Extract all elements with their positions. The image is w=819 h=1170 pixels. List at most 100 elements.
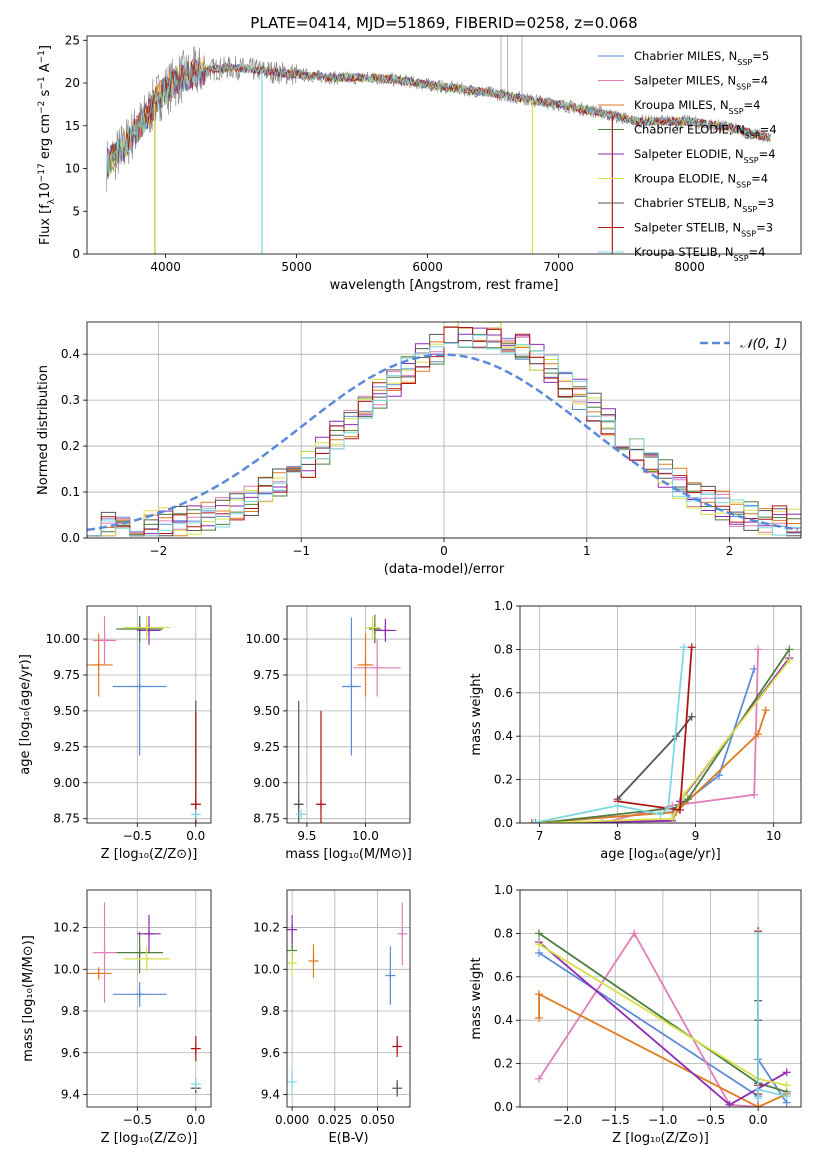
y-tick-label: 0	[72, 247, 80, 261]
y-tick-label: 15	[65, 119, 80, 133]
y-tick-label: 9.6	[261, 1046, 280, 1060]
plot-area	[106, 36, 771, 254]
x-axis-label: wavelength [Angstrom, rest frame]	[330, 278, 559, 293]
y-tick-label: 10.2	[53, 921, 80, 935]
x-tick-label: −1	[292, 544, 310, 558]
y-axis-label: mass weight	[469, 673, 484, 755]
y-axis-label-part: s	[38, 89, 53, 100]
legend-label-CE: Chabrier ELODIE, NSSP=4	[634, 123, 777, 141]
legend-label-SS: Salpeter STELIB, NSSP=3	[634, 221, 773, 239]
x-axis-label: (data-model)/error	[384, 562, 505, 577]
y-tick-label: 25	[65, 33, 80, 47]
axes-frame	[86, 321, 802, 539]
y-axis-label: Normed distribution	[36, 365, 51, 495]
y-tick-label: 10.0	[253, 962, 280, 976]
axes-frame	[286, 605, 411, 824]
spectrum-panel: 4000 5000 6000 7000 8000 0 5 10 15 20 25 wavelength…	[37, 33, 802, 293]
y-tick-label: 0.3	[61, 393, 80, 407]
y-tick-label: 10.2	[253, 921, 280, 935]
weight-line-CS	[616, 716, 693, 800]
y-axis-label: mass [log₁₀(M/M⊙)]	[21, 935, 36, 1062]
y-tick-label: 0.6	[494, 970, 513, 984]
y-tick-label: 0.4	[494, 1013, 513, 1027]
x-tick-label: 1	[583, 544, 591, 558]
age-vs-mass-panel: 9.5 10.0 8.75 9.00 9.25 9.50 9.75 10.00 mass [lo…	[246, 605, 412, 862]
y-tick-label: 1.0	[494, 883, 513, 897]
weight-line-KM	[538, 992, 788, 1107]
axes-frame	[519, 605, 802, 824]
x-axis-label: age [log₁₀(age/yr)]	[600, 847, 721, 862]
x-tick-label: −1.5	[601, 1113, 630, 1127]
y-axis-label-part: ]	[38, 45, 53, 50]
x-tick-label: 0	[440, 544, 448, 558]
plot-area	[87, 616, 201, 823]
y-axis-label-part: −17	[37, 163, 47, 182]
legend-label-SE: Salpeter ELODIE, NSSP=4	[634, 147, 776, 165]
plot-area	[287, 902, 408, 1097]
plot-area	[527, 643, 794, 823]
y-tick-label: 9.25	[253, 740, 280, 754]
plot-area	[87, 902, 201, 1094]
x-tick-label: 8000	[674, 260, 705, 274]
weight-line-KS	[757, 933, 787, 1099]
y-tick-label: 0.8	[494, 926, 513, 940]
x-tick-label: 0.0	[186, 829, 205, 843]
weight-vs-Z-panel: −2.0 −1.5 −1.0 −0.5 0.0 0.0 0.2 0.4 0.6 0.8 1.0 Z […	[469, 883, 802, 1146]
y-tick-label: 0.4	[494, 729, 513, 743]
plot-area	[293, 614, 401, 823]
x-axis-label: Z [log₁₀(Z/Z⊙)]	[612, 1131, 709, 1146]
x-tick-label: 0.000	[275, 1113, 309, 1127]
x-tick-label: 0.025	[318, 1113, 352, 1127]
legend-label-KE: Kroupa ELODIE, NSSP=4	[634, 172, 768, 190]
mass-vs-ebv-panel: 0.000 0.025 0.050 9.4 9.6 9.8 10.0 10.2 E(B-V)	[253, 889, 411, 1146]
y-tick-label: 10	[65, 162, 80, 176]
x-tick-label: −0.5	[123, 829, 152, 843]
y-tick-label: 9.00	[253, 776, 280, 790]
x-tick-label: 4000	[150, 260, 181, 274]
x-tick-label: 5000	[281, 260, 312, 274]
y-tick-label: 9.6	[61, 1046, 80, 1060]
y-tick-label: 0.1	[61, 485, 80, 499]
axes-frame	[519, 889, 802, 1108]
weight-vs-age-panel: 7 8 9 10 0.0 0.2 0.4 0.6 0.8 1.0 age [log₁₀(age/yr…	[469, 599, 802, 862]
y-tick-label: 0.2	[494, 773, 513, 787]
weight-line-SS	[617, 647, 693, 812]
y-tick-label: 9.50	[53, 704, 80, 718]
y-tick-label: 9.75	[53, 668, 80, 682]
y-tick-label: 9.75	[253, 668, 280, 682]
y-tick-label: 9.8	[261, 1004, 280, 1018]
mass-vs-Z-panel: −0.5 0.0 9.4 9.6 9.8 10.0 10.2 Z [log₁₀(Z/Z⊙)] m…	[21, 889, 212, 1146]
x-tick-label: 2	[726, 544, 734, 558]
x-tick-label: 9.5	[297, 829, 316, 843]
y-tick-label: 9.50	[253, 704, 280, 718]
y-tick-label: 9.25	[53, 740, 80, 754]
x-tick-label: 6000	[412, 260, 443, 274]
y-tick-label: 0.8	[494, 642, 513, 656]
legend-label-CS: Chabrier STELIB, NSSP=3	[634, 196, 774, 214]
y-tick-label: 9.8	[61, 1004, 80, 1018]
x-tick-label: −2.0	[553, 1113, 582, 1127]
y-axis-label: mass weight	[469, 957, 484, 1039]
plot-area	[87, 322, 801, 537]
y-tick-label: 0.2	[494, 1057, 513, 1071]
residual-hist-panel: −2 −1 0 1 2 0.0 0.1 0.2 0.3 0.4 (data-model)/error…	[36, 321, 802, 577]
plot-area	[535, 927, 791, 1107]
y-axis-label-part: 10	[38, 182, 53, 199]
histogram-step-SS	[87, 326, 801, 537]
weight-line-KM	[531, 709, 767, 823]
y-axis-label-part: erg cm	[38, 114, 53, 163]
y-tick-label: 0.0	[494, 816, 513, 830]
x-tick-label: −2	[150, 544, 168, 558]
y-axis-label-part: −1	[37, 76, 47, 89]
y-tick-label: 8.75	[253, 812, 280, 826]
x-axis-label: E(B-V)	[328, 1131, 368, 1146]
y-tick-label: 1.0	[494, 599, 513, 613]
y-tick-label: 9.4	[261, 1087, 280, 1101]
y-tick-label: 9.4	[61, 1087, 80, 1101]
legend-label-KM: Kroupa MILES, NSSP=4	[634, 98, 760, 116]
legend-label-SM: Salpeter MILES, NSSP=4	[634, 74, 768, 92]
y-axis-label-part: −1	[37, 50, 47, 63]
histogram-step-KS	[87, 334, 801, 537]
x-tick-label: 0.0	[749, 1113, 768, 1127]
x-tick-label: 10.0	[352, 829, 379, 843]
